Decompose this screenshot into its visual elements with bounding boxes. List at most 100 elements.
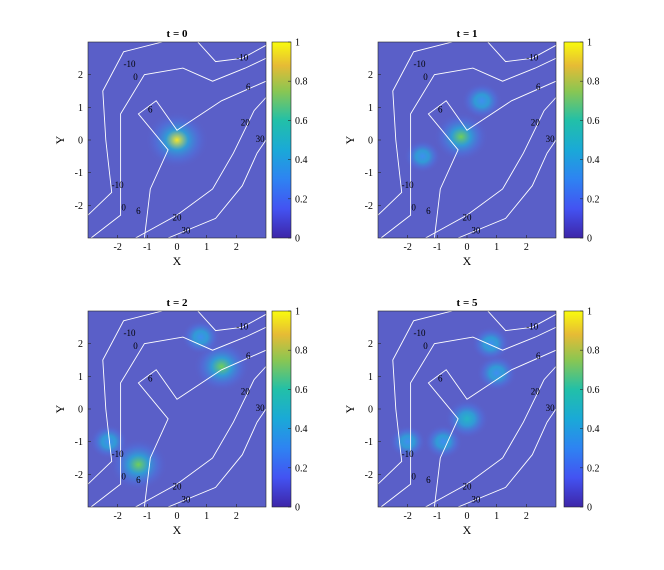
panel-title: t = 2 [167,297,188,309]
contour-label: 20 [531,387,541,397]
contour-label: 30 [471,226,481,236]
contour-label: 6 [426,475,431,485]
x-axis-label: X [463,254,472,268]
x-tick-label: 2 [524,511,529,522]
x-tick-label: 2 [524,242,529,253]
intensity-peak [181,319,221,355]
x-tick-label: 2 [234,511,239,522]
contour-label: 30 [256,134,266,144]
contour-label: 6 [438,374,443,384]
x-tick-label: -1 [143,511,151,522]
contour-line [378,311,453,485]
y-tick-label: 2 [78,70,83,81]
y-tick-label: 1 [78,103,83,114]
contour-label: 6 [148,105,153,115]
y-axis-label: Y [343,404,357,413]
contour-line [90,326,266,507]
x-axis-label: X [463,523,472,537]
intensity-peak [433,111,489,162]
contour-label: -10 [112,449,124,459]
contour-line [197,311,266,332]
x-tick-label: 0 [175,242,180,253]
intensity-peak [145,111,209,169]
y-tick-label: -1 [75,168,83,179]
contour-label: 6 [136,475,141,485]
colorbar-tick-label: 0.2 [587,194,600,205]
contour-label: 20 [173,481,183,491]
y-tick-label: 2 [78,339,83,350]
y-tick-label: 0 [368,405,373,416]
contour-line [487,311,556,332]
contour-label: 20 [531,118,541,128]
contour-line [380,326,556,507]
colorbar-tick-label: 0.6 [587,385,600,396]
contour-line [487,42,556,63]
contour-label: 6 [438,105,443,115]
contour-label: 0 [133,72,138,82]
contour-label: 20 [241,118,251,128]
x-tick-label: 0 [465,242,470,253]
colorbar-tick-label: 0.4 [295,155,308,166]
y-axis-label: Y [53,135,67,144]
contour-label: -10 [402,449,414,459]
contour-label: 20 [173,212,183,222]
colorbar-tick-label: 0.8 [587,77,600,88]
colorbar-tick-label: 1 [587,38,592,49]
panel-title: t = 5 [457,297,478,309]
y-tick-label: -2 [365,470,373,481]
panel-title: t = 1 [457,28,478,40]
y-tick-label: -2 [365,201,373,212]
contour-label: 20 [463,481,473,491]
contour-label: 6 [136,206,141,216]
intensity-peak [461,82,503,120]
y-tick-label: 0 [368,136,373,147]
colorbar-tick-label: 0.2 [587,463,600,474]
contour-label: 0 [423,341,428,351]
x-tick-label: -1 [433,242,441,253]
contour-label: 20 [463,212,473,222]
colorbar [271,41,292,239]
contour-label: 30 [471,495,481,505]
y-tick-label: -2 [75,470,83,481]
x-tick-label: -1 [433,511,441,522]
contour-line [197,42,266,63]
colorbar-tick-label: 0.2 [295,463,308,474]
intensity-peak [471,326,511,362]
contour-line [88,311,163,485]
contour-line [380,57,556,238]
colorbar-tick-label: 0.8 [295,77,308,88]
contour-label: 30 [181,226,191,236]
contour-line [427,80,556,238]
x-tick-label: 1 [494,242,499,253]
contour-label: 6 [536,351,541,361]
y-tick-label: -2 [75,201,83,212]
contour-label: 6 [148,374,153,384]
contour-label: -10 [112,180,124,190]
colorbar-tick-label: 0 [295,503,300,514]
contour-label: 0 [133,341,138,351]
contour-line [457,408,556,507]
contour-line [457,139,556,238]
contour-line [167,408,266,507]
colorbar [271,310,292,508]
y-tick-label: -1 [365,168,373,179]
colorbar-tick-label: 0.4 [295,424,308,435]
x-tick-label: -1 [143,242,151,253]
x-tick-label: 1 [204,511,209,522]
colorbar-tick-label: 0.6 [587,116,600,127]
contour-label: 0 [411,472,416,482]
contour-label: -10 [236,321,248,331]
colorbar-tick-label: 0.4 [587,424,600,435]
contour-label: 20 [241,387,251,397]
contour-line [427,349,556,507]
contour-line [425,366,556,507]
contour-line [137,80,266,238]
contour-line [378,42,453,216]
contour-label: 30 [181,495,191,505]
x-tick-label: 1 [494,511,499,522]
contour-label: 6 [426,206,431,216]
contour-label: 6 [246,82,251,92]
y-tick-label: -1 [365,437,373,448]
